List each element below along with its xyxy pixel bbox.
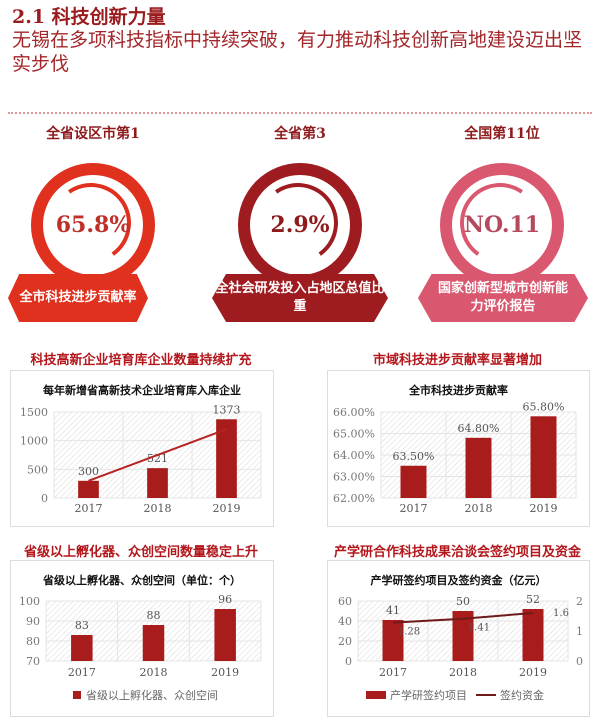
badge-3-rank: 全国第11位 (464, 126, 540, 142)
y2-tick-label: 2 (576, 595, 583, 608)
legend-label: 省级以上孵化器、众创空间 (86, 688, 218, 702)
line-series-funding (392, 612, 534, 624)
bar-2019 (216, 419, 237, 498)
badge-1-ring: 65.8% (31, 163, 155, 287)
x-tick-label: 2017 (75, 502, 103, 515)
legend-label: 签约资金 (500, 688, 544, 702)
y-tick-label: 1500 (20, 406, 48, 419)
chart-1-svg: 0 500 1000 1500 300 2017 521 2018 1373 2019 (20, 403, 262, 515)
x-tick-label: 2017 (68, 666, 96, 679)
data-label: 1373 (213, 403, 241, 416)
chart-2: 全市科技进步贡献率 62.00% 63.00% 64.00% 65.00% 66.00% 6… (327, 370, 590, 527)
data-label: 521 (147, 452, 168, 465)
data-label: 52 (526, 593, 540, 606)
chart-3-svg: 70 80 90 100 83 2017 88 2018 96 2019 省级以上孵化器、众创空间 (19, 593, 262, 702)
bar-2018 (452, 611, 474, 661)
bar-2017 (382, 620, 404, 661)
badge-2-label: 全社会研发投入占地区总值比重 (212, 274, 388, 322)
chart-1: 每年新增省高新技术企业培育库入库企业 0 500 1000 1500 300 2017 521… (10, 370, 274, 527)
y-tick-label: 80 (26, 635, 40, 648)
badge-2-value: 2.9% (270, 212, 330, 238)
bar-2019 (530, 416, 557, 498)
data-label: 96 (218, 593, 232, 606)
legend-swatch-bar (366, 691, 386, 699)
y-tick-label: 0 (345, 655, 352, 668)
data-label: 83 (75, 619, 89, 632)
chart-3-heading: 省级以上孵化器、众创空间数量稳定上升 (23, 545, 258, 560)
dotted-divider (8, 112, 592, 114)
line-data-label: 1.6 (553, 608, 569, 619)
badge-2-ring: 2.9% (238, 163, 362, 287)
x-tick-label: 2019 (211, 666, 239, 679)
y-tick-label: 60 (338, 595, 352, 608)
x-tick-label: 2018 (465, 502, 493, 515)
y-tick-label: 63.00% (333, 471, 375, 484)
badge-1-label: 全市科技进步贡献率 (8, 274, 148, 322)
chart-3-title: 省级以上孵化器、众创空间（单位：个） (43, 574, 241, 587)
chart-2-title: 全市科技进步贡献率 (409, 384, 508, 397)
data-label: 64.80% (458, 422, 500, 435)
section-subtitle: 无锡在多项科技指标中持续突破，有力推动科技创新高地建设迈出坚实步伐 (12, 29, 583, 75)
y2-tick-label: 1 (576, 625, 583, 638)
badge-3-ring: NO.11 (440, 163, 564, 287)
badge-1-value: 65.8% (55, 212, 131, 238)
y-tick-label: 0 (41, 492, 48, 505)
line-data-label: 1.28 (398, 627, 420, 638)
line-data-label: 1.41 (468, 623, 490, 634)
badge-1-rank: 全省设区市第1 (46, 126, 140, 142)
x-tick-label: 2019 (213, 502, 241, 515)
badge-3-value: NO.11 (463, 212, 541, 238)
y-tick-label: 65.00% (333, 428, 375, 441)
y-tick-label: 62.00% (333, 492, 375, 505)
chart-1-heading: 科技高新企业培育库企业数量持续扩充 (30, 353, 252, 368)
data-label: 63.50% (393, 450, 435, 463)
chart-4-heading: 产学研合作科技成果洽谈会签约项目及资金 (333, 545, 581, 560)
chart-3: 省级以上孵化器、众创空间（单位：个） 70 80 90 100 83 2017 88 2018 9… (10, 560, 274, 717)
y-tick-label: 100 (19, 595, 40, 608)
trend-line (88, 428, 227, 482)
data-label: 300 (78, 465, 99, 478)
section-title: 2.1 科技创新力量 (12, 6, 166, 28)
y-tick-label: 70 (26, 655, 40, 668)
x-tick-label: 2019 (519, 666, 547, 679)
badge-2-rank: 全省第3 (274, 126, 326, 142)
legend-label: 产学研签约项目 (390, 688, 467, 702)
chart-4-title: 产学研签约项目及签约资金（亿元） (370, 574, 547, 587)
bar-2019 (214, 609, 236, 661)
x-tick-label: 2018 (449, 666, 477, 679)
y-tick-label: 40 (338, 615, 352, 628)
y-tick-label: 90 (26, 615, 40, 628)
x-tick-label: 2018 (140, 666, 168, 679)
x-tick-label: 2019 (530, 502, 558, 515)
bar-2018 (465, 437, 492, 498)
y-tick-label: 500 (27, 463, 48, 476)
data-label: 41 (386, 604, 400, 617)
chart-2-svg: 62.00% 63.00% 64.00% 65.00% 66.00% 63.50% 2017… (333, 400, 577, 515)
y-tick-label: 1000 (20, 435, 48, 448)
x-tick-label: 2018 (144, 502, 172, 515)
badge-3-label: 国家创新型城市创新能力评价报告 (418, 274, 588, 322)
chart-1-title: 每年新增省高新技术企业培育库入库企业 (43, 384, 241, 397)
bar-2018 (147, 468, 168, 498)
y-tick-label: 66.00% (333, 406, 375, 419)
chart-2-heading: 市域科技进步贡献率显著增加 (372, 353, 542, 368)
bar-2017 (78, 480, 99, 498)
y-tick-label: 20 (338, 635, 352, 648)
bar-2019 (522, 609, 544, 661)
bar-2017 (400, 465, 427, 498)
x-tick-label: 2017 (400, 502, 428, 515)
x-tick-label: 2017 (379, 666, 407, 679)
data-label: 88 (147, 609, 161, 622)
data-label: 50 (456, 595, 470, 608)
chart-4-svg: 0 20 40 60 0 1 2 41 2017 50 2018 52 2019 1.28 1.41 1.6 产… (338, 593, 583, 702)
bar-2018 (142, 625, 165, 661)
data-label: 65.80% (523, 400, 565, 413)
y2-tick-label: 0 (576, 655, 583, 668)
chart-4: 产学研签约项目及签约资金（亿元） 0 20 40 60 0 1 2 41 2017 50 2018 52… (327, 560, 590, 717)
y-tick-label: 64.00% (333, 449, 375, 462)
legend-swatch (73, 691, 81, 699)
bar-2017 (71, 635, 93, 661)
